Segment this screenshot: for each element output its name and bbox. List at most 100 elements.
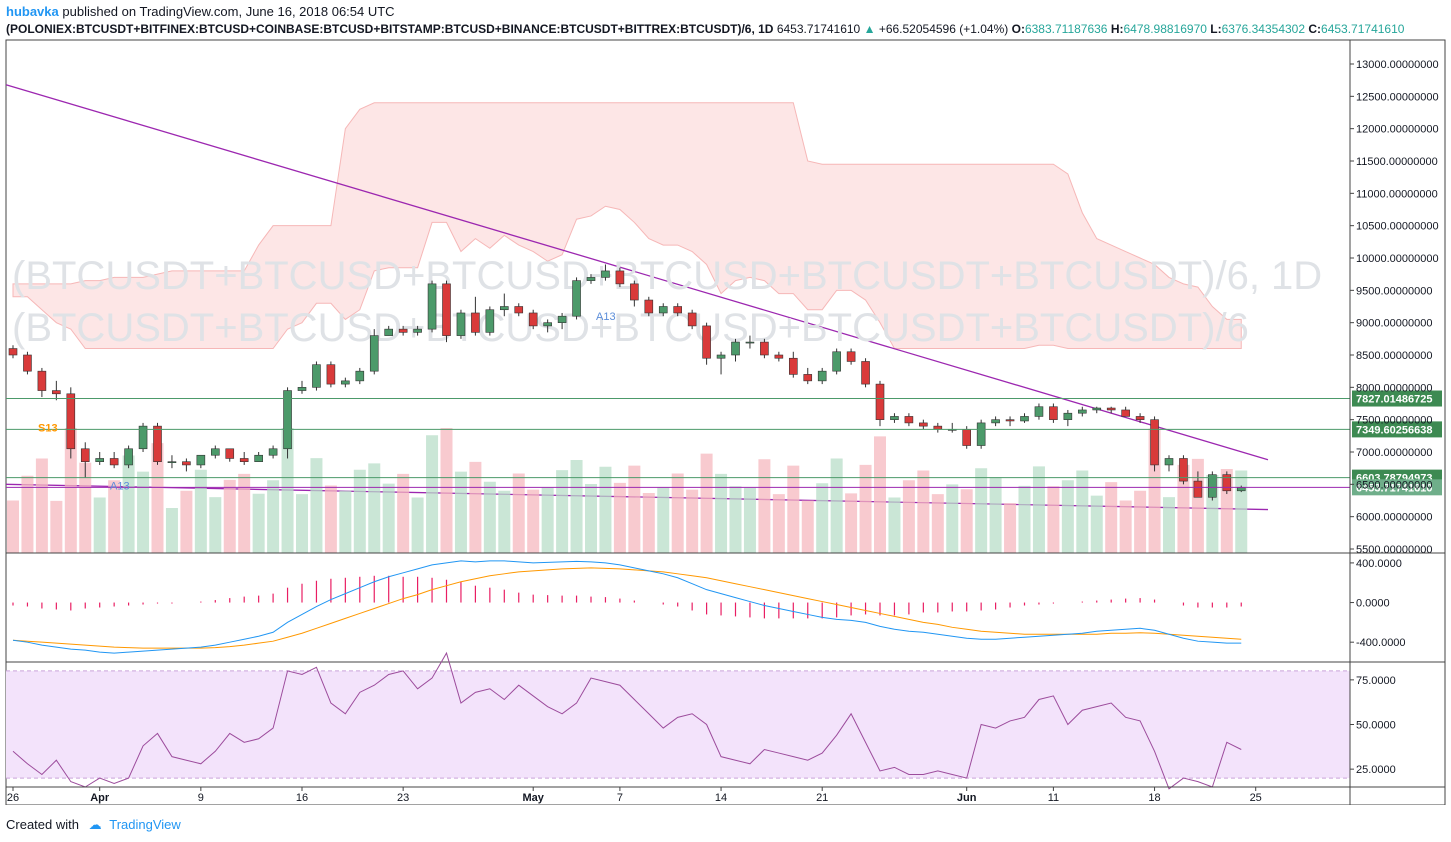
volume-bar bbox=[50, 500, 63, 553]
time-tick-label: May bbox=[522, 792, 544, 804]
volume-bar bbox=[1163, 497, 1175, 553]
candle-body bbox=[1150, 419, 1159, 466]
macd-tick-label: 0.0000 bbox=[1356, 598, 1390, 610]
volume-bar bbox=[281, 428, 294, 553]
candle-body bbox=[586, 277, 596, 281]
candle-body bbox=[341, 380, 350, 385]
candle-body bbox=[933, 425, 943, 430]
rsi-tick-label: 25.0000 bbox=[1356, 764, 1396, 776]
volume-bar bbox=[1105, 482, 1118, 553]
macd-tick-label: 400.0000 bbox=[1356, 558, 1402, 570]
publish-text: published on TradingView.com, June 16, 2… bbox=[62, 4, 395, 19]
candle-body bbox=[254, 454, 263, 463]
macd-tick-label: -400.0000 bbox=[1356, 637, 1406, 649]
volume-bar bbox=[35, 458, 48, 553]
time-tick-label: 7 bbox=[617, 792, 623, 804]
volume-bar bbox=[1119, 500, 1132, 553]
candle-body bbox=[1193, 480, 1203, 498]
chart-area[interactable]: (BTCUSDT+BTCUSD+BTCUSD+BTCUSD+BTCUSDT+BT… bbox=[0, 0, 1451, 805]
ichimoku-cloud bbox=[12, 102, 1242, 350]
symbol-name[interactable]: (POLONIEX:BTCUSDT+BITFINEX:BTCUSD+COINBA… bbox=[6, 22, 774, 36]
price-tick-label: 6500.00000000 bbox=[1356, 479, 1432, 491]
rsi-pane bbox=[6, 651, 1350, 790]
volume-bar bbox=[382, 483, 395, 553]
candle-body bbox=[153, 425, 162, 462]
volume-bar bbox=[541, 487, 554, 553]
time-axis[interactable]: 26 Apr 9 16 23 May 7 14 21 Jun 11 18 25 bbox=[7, 787, 1262, 804]
rsi-axis[interactable]: 75.0000 50.0000 25.0000 bbox=[1350, 675, 1396, 776]
candle-body bbox=[1121, 409, 1130, 417]
candle-body bbox=[774, 354, 784, 359]
candle-body bbox=[66, 393, 76, 450]
volume-bar bbox=[743, 487, 756, 553]
candle-body bbox=[514, 306, 524, 314]
tradingview-link[interactable]: TradingView bbox=[109, 817, 181, 832]
time-tick-label: 11 bbox=[1048, 792, 1059, 804]
macd-axis[interactable]: 400.0000 0.0000 -400.0000 bbox=[1350, 558, 1406, 649]
candle-body bbox=[1164, 458, 1174, 466]
high-label: H: bbox=[1110, 22, 1124, 36]
volume-bar bbox=[310, 458, 323, 553]
author-link[interactable]: hubavka bbox=[6, 4, 59, 19]
candle-body bbox=[413, 328, 422, 333]
level-label: 7349.60256638 bbox=[1356, 424, 1432, 436]
candle-body bbox=[456, 312, 466, 336]
volume-bar bbox=[585, 484, 597, 553]
rsi-band bbox=[6, 670, 1350, 779]
annotation-a13: A13 bbox=[596, 311, 616, 323]
price-tick-label: 7000.00000000 bbox=[1356, 447, 1432, 459]
volume-bar bbox=[108, 480, 121, 553]
publish-info: hubavka published on TradingView.com, Ju… bbox=[6, 4, 395, 19]
candle-body bbox=[1135, 416, 1145, 420]
candle-body bbox=[803, 374, 813, 382]
candle-body bbox=[1063, 412, 1073, 420]
candle-body bbox=[196, 454, 206, 466]
macd-line bbox=[12, 560, 1242, 654]
price-tick-label: 12500.00000000 bbox=[1356, 91, 1439, 103]
volume-bar bbox=[93, 497, 106, 553]
candle-body bbox=[1049, 406, 1058, 420]
price-change: +66.52054596 (+1.04%) bbox=[878, 22, 1009, 36]
up-arrow-icon: ▲ bbox=[863, 22, 876, 36]
volume-bar bbox=[1090, 495, 1103, 553]
time-tick-label: 26 bbox=[7, 792, 19, 804]
candle-body bbox=[1078, 409, 1087, 414]
last-price: 6453.71741610 bbox=[776, 22, 861, 36]
volume-bar bbox=[267, 480, 280, 553]
annotation-s13: S13 bbox=[38, 422, 58, 434]
candle-body bbox=[109, 458, 119, 466]
candle-body bbox=[991, 419, 1000, 424]
volume-bar bbox=[483, 481, 496, 553]
volume-bar bbox=[180, 490, 193, 553]
volume-bar bbox=[1061, 480, 1074, 553]
volume-bar bbox=[223, 479, 236, 553]
candle-body bbox=[52, 390, 61, 395]
time-tick-label: Jun bbox=[957, 792, 977, 804]
volume-bar bbox=[454, 471, 467, 553]
time-tick-label: 25 bbox=[1250, 792, 1262, 804]
watermark-line-1: (BTCUSDT+BTCUSD+BTCUSD+BTCUSD+BTCUSDT+BT… bbox=[12, 254, 1322, 298]
symbol-legend: (POLONIEX:BTCUSDT+BITFINEX:BTCUSD+COINBA… bbox=[6, 22, 1404, 36]
volume-bar bbox=[194, 469, 207, 553]
annotation-a13: A13 bbox=[110, 481, 130, 493]
candle-body bbox=[615, 270, 625, 285]
price-tick-label: 10500.00000000 bbox=[1356, 221, 1439, 233]
candle-body bbox=[355, 370, 365, 382]
volume-bar bbox=[657, 487, 670, 553]
candle-body bbox=[832, 351, 841, 372]
candle-body bbox=[427, 283, 437, 330]
candle-body bbox=[1034, 406, 1044, 417]
volume-bar bbox=[368, 463, 381, 553]
price-tick-label: 10000.00000000 bbox=[1356, 253, 1439, 265]
candle-body bbox=[326, 364, 336, 385]
volume-bar bbox=[397, 473, 410, 553]
candle-body bbox=[283, 390, 292, 450]
candle-body bbox=[485, 309, 495, 333]
volume-bar bbox=[931, 494, 944, 553]
candles bbox=[8, 264, 1246, 501]
price-tick-label: 8000.00000000 bbox=[1356, 382, 1432, 394]
open-value: 6383.71187636 bbox=[1024, 22, 1108, 36]
candle-body bbox=[543, 322, 552, 327]
candle-body bbox=[745, 341, 755, 344]
price-axis[interactable]: 13000.00000000 12500.00000000 12000.000000… bbox=[1350, 59, 1439, 556]
